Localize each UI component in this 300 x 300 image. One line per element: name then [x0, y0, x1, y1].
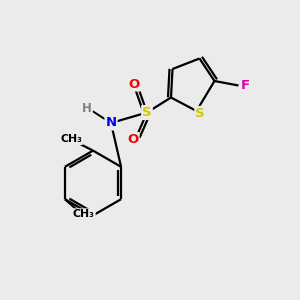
Text: CH₃: CH₃	[60, 134, 82, 144]
Text: O: O	[129, 77, 140, 91]
Text: N: N	[105, 116, 117, 130]
Text: S: S	[195, 107, 205, 120]
Text: CH₃: CH₃	[73, 209, 95, 219]
Text: F: F	[241, 79, 250, 92]
Text: S: S	[142, 106, 152, 119]
Text: O: O	[127, 133, 139, 146]
Text: H: H	[82, 101, 92, 115]
